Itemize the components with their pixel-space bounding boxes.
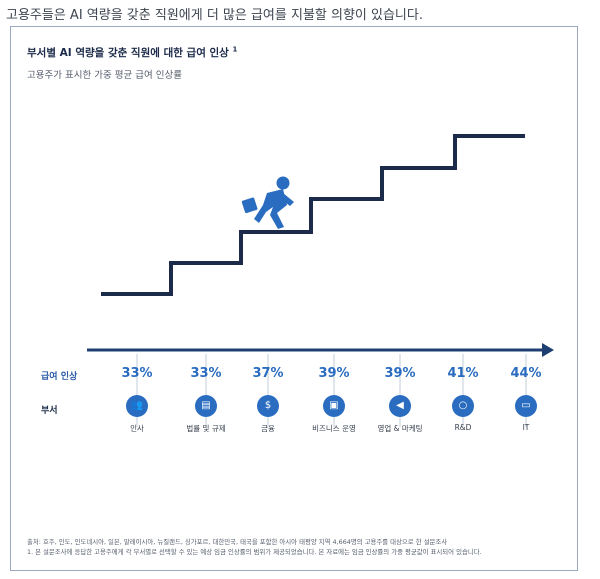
department-label: 금융 — [261, 424, 275, 433]
axis-arrow-head — [542, 343, 554, 357]
pay-raise-value: 39% — [384, 366, 416, 381]
pay-raise-value: 37% — [252, 366, 284, 381]
chart-svg — [87, 134, 554, 427]
department-label: 영업 & 마케팅 — [377, 424, 423, 433]
megaphone-icon: ◀ — [389, 395, 411, 417]
pay-raise-value: 33% — [190, 366, 222, 381]
pay-raise-value: 33% — [121, 366, 153, 381]
footnote-1: 1. 본 설문조사에 응답한 고용주에게 각 부서별로 선택할 수 있는 예상 … — [27, 548, 482, 556]
magnifier-icon: ○ — [452, 395, 474, 417]
pay-raise-value: 44% — [510, 366, 542, 381]
document-icon: ▤ — [195, 395, 217, 417]
title-footnote-mark: 1 — [232, 45, 238, 54]
chart-card: 부서별 AI 역량을 갖춘 직원에 대한 급여 인상 1 고용주가 표시한 가중… — [10, 26, 578, 571]
department-label: 법률 및 규제 — [186, 424, 226, 433]
department-label: R&D — [454, 423, 472, 432]
people-icon: 👥 — [126, 395, 148, 417]
money-hand-icon: $ — [257, 395, 279, 417]
department-row-label: 부서 — [41, 406, 58, 416]
department-label: 비즈니스 운영 — [312, 424, 356, 433]
pay-raise-row-label: 급여 인상 — [41, 372, 78, 382]
computer-icon: ▭ — [515, 395, 537, 417]
chart-subtitle: 고용주가 표시한 가중 평균 급여 인상률 — [27, 70, 182, 81]
briefcase-icon: ▣ — [323, 395, 345, 417]
headline: 고용주들은 AI 역량을 갖춘 직원에게 더 많은 급여를 지불할 의향이 있습… — [6, 8, 423, 23]
pay-raise-value: 41% — [447, 366, 479, 381]
runner-icon — [241, 176, 294, 229]
staircase-line — [101, 134, 525, 296]
pay-raise-value: 39% — [318, 366, 350, 381]
footnote-source: 출처: 호주, 인도, 인도네시아, 일본, 말레이시아, 뉴질랜드, 싱가포르… — [27, 538, 448, 546]
department-label: IT — [522, 423, 530, 432]
chart-title: 부서별 AI 역량을 갖춘 직원에 대한 급여 인상 1 — [27, 45, 237, 60]
department-label: 인사 — [130, 424, 144, 433]
footnotes: 출처: 호주, 인도, 인도네시아, 일본, 말레이시아, 뉴질랜드, 싱가포르… — [27, 537, 482, 557]
chart-title-text: 부서별 AI 역량을 갖춘 직원에 대한 급여 인상 — [27, 47, 229, 59]
